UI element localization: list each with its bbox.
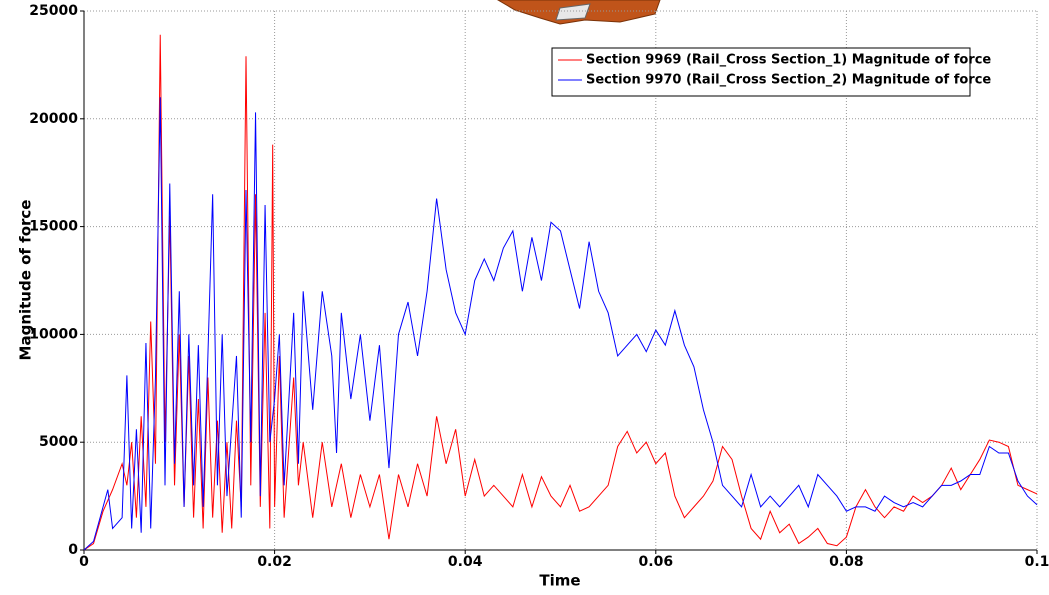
y-tick-label: 25000 <box>29 3 78 19</box>
y-tick-label: 15000 <box>29 219 78 235</box>
y-tick-label: 10000 <box>29 326 78 342</box>
x-tick-label: 0 <box>79 554 89 570</box>
y-tick-label: 20000 <box>29 111 78 127</box>
x-tick-label: 0.02 <box>257 554 292 570</box>
x-tick-label: 0.04 <box>448 554 483 570</box>
model-preview <box>498 0 660 24</box>
x-tick-label: 0.08 <box>829 554 864 570</box>
series-line <box>84 35 1037 550</box>
legend-label: Section 9970 (Rail_Cross Section_2) Magn… <box>586 73 991 88</box>
x-tick-label: 0.06 <box>639 554 674 570</box>
x-axis-label: Time <box>539 572 580 590</box>
page: {"chart_data": {"type": "line", "xlabel"… <box>0 0 1049 591</box>
y-tick-label: 5000 <box>39 434 78 450</box>
legend: Section 9969 (Rail_Cross Section_1) Magn… <box>552 48 991 96</box>
series-line <box>84 97 1037 550</box>
x-tick-label: 0.1 <box>1025 554 1049 570</box>
y-tick-label: 0 <box>68 542 78 558</box>
legend-label: Section 9969 (Rail_Cross Section_1) Magn… <box>586 53 991 68</box>
chart: Magnitude of force Time 0500010000150002… <box>0 0 1049 591</box>
